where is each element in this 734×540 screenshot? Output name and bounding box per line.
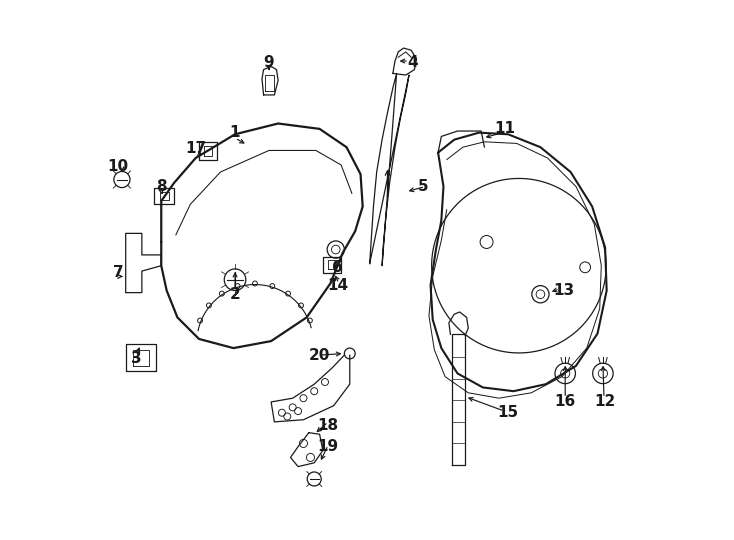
Text: 3: 3	[131, 352, 142, 366]
Text: 20: 20	[309, 348, 330, 362]
Text: 19: 19	[318, 439, 339, 454]
Text: 9: 9	[264, 55, 275, 70]
Text: 16: 16	[555, 394, 576, 409]
Text: 4: 4	[407, 55, 418, 70]
Text: 14: 14	[327, 278, 348, 293]
Text: 8: 8	[156, 179, 167, 194]
Text: 7: 7	[113, 265, 123, 280]
Text: 1: 1	[230, 125, 240, 140]
Text: 2: 2	[230, 287, 241, 302]
Text: 10: 10	[108, 159, 128, 174]
Text: 5: 5	[418, 179, 429, 194]
Text: 11: 11	[494, 122, 515, 137]
Text: 17: 17	[185, 141, 206, 156]
Text: 13: 13	[553, 283, 574, 298]
Text: 18: 18	[318, 417, 339, 433]
Text: 6: 6	[332, 260, 343, 275]
Text: 12: 12	[595, 394, 616, 409]
Text: 15: 15	[498, 405, 519, 420]
